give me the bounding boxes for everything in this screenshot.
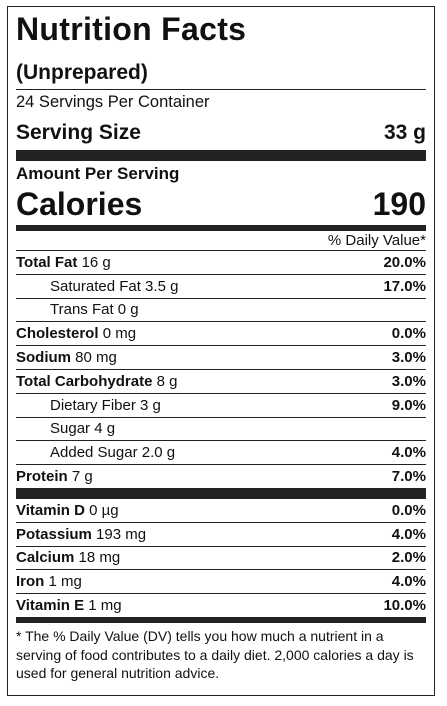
serving-size-label: Serving Size (16, 121, 141, 144)
calories-row: Calories 190 (16, 186, 426, 222)
nutrient-row: Protein 7 g 7.0% (16, 464, 426, 488)
vitamin-amount: 193 mg (96, 525, 147, 543)
vitamin-row: Iron 1 mg 4.0% (16, 569, 426, 593)
vitamin-dv: 0.0% (391, 501, 426, 519)
nutrient-name: Saturated Fat 3.5 g (50, 277, 179, 295)
nutrient-amount: 7 g (71, 468, 93, 486)
label-subtitle: (Unprepared) (16, 61, 148, 84)
nutrient-dv: 20.0% (383, 253, 426, 271)
nutrient-name: Total Fat (16, 253, 78, 271)
vitamin-name: Calcium (16, 549, 75, 567)
nutrient-amount: 8 g (156, 372, 178, 390)
nutrient-row: Cholesterol 0 mg 0.0% (16, 321, 426, 345)
vitamin-row: Vitamin D 0 µg 0.0% (16, 499, 426, 522)
vitamin-amount: 18 mg (78, 549, 121, 567)
nutrient-dv: 7.0% (391, 468, 426, 486)
nutrient-name: Cholesterol (16, 325, 99, 343)
vitamin-row: Potassium 193 mg 4.0% (16, 521, 426, 546)
vitamin-dv: 2.0% (391, 549, 426, 567)
vitamins-divider (16, 487, 426, 499)
servings-per-container: 24 Servings Per Container (16, 89, 426, 111)
nutrient-amount: 80 mg (75, 349, 117, 367)
vitamin-dv: 4.0% (391, 573, 426, 591)
nutrient-dv: 4.0% (391, 444, 426, 462)
nutrient-name: Total Carbohydrate (16, 372, 153, 390)
nutrient-row: Trans Fat 0 g (16, 297, 426, 322)
nutrient-name: Trans Fat 0 g (50, 301, 139, 319)
nutrient-name: Sodium (16, 349, 71, 367)
nutrient-amount: 16 g (81, 253, 111, 271)
nutrient-row: Dietary Fiber 3 g 9.0% (16, 392, 426, 417)
nutrient-name: Protein (16, 468, 68, 486)
thick-divider (16, 150, 426, 161)
nutrient-row: Sugar 4 g (16, 416, 426, 441)
vitamin-amount: 0 µg (89, 501, 119, 519)
vitamin-dv: 4.0% (391, 525, 426, 543)
calories-label: Calories (16, 186, 143, 222)
medium-divider (16, 225, 426, 231)
vitamin-dv: 10.0% (383, 597, 426, 615)
nutrient-dv: 0.0% (391, 325, 426, 343)
nutrient-row: Sodium 80 mg 3.0% (16, 345, 426, 369)
vitamin-name: Vitamin E (16, 597, 85, 615)
vitamin-amount: 1 mg (88, 597, 122, 615)
vitamin-amount: 1 mg (48, 573, 82, 591)
nutrient-dv: 17.0% (383, 277, 426, 295)
nutrient-row: Added Sugar 2.0 g 4.0% (16, 440, 426, 464)
serving-size-row: Serving Size 33 g (16, 121, 426, 145)
vitamin-name: Potassium (16, 525, 92, 543)
nutrient-row: Total Carbohydrate 8 g 3.0% (16, 368, 426, 393)
amount-per-serving: Amount Per Serving (16, 164, 180, 183)
nutrient-row: Saturated Fat 3.5 g 17.0% (16, 273, 426, 298)
nutrient-dv: 3.0% (391, 349, 426, 367)
nutrient-name: Added Sugar 2.0 g (50, 444, 176, 462)
nutrient-name: Dietary Fiber 3 g (50, 396, 161, 414)
daily-value-footnote: * The % Daily Value (DV) tells you how m… (16, 616, 426, 683)
vitamin-name: Iron (16, 573, 45, 591)
nutrition-facts-label: Nutrition Facts (Unprepared) 24 Servings… (7, 6, 435, 696)
serving-size-value: 33 g (383, 121, 426, 144)
nutrient-row: Total Fat 16 g 20.0% (16, 250, 426, 274)
nutrient-dv: 9.0% (391, 396, 426, 414)
nutrient-name: Sugar 4 g (50, 420, 116, 438)
label-title: Nutrition Facts (16, 11, 247, 47)
vitamin-row: Vitamin E 1 mg 10.0% (16, 593, 426, 617)
vitamin-row: Calcium 18 mg 2.0% (16, 545, 426, 570)
nutrient-dv: 3.0% (391, 372, 426, 390)
nutrient-amount: 0 mg (102, 325, 137, 343)
calories-value: 190 (372, 186, 426, 222)
vitamin-name: Vitamin D (16, 501, 85, 519)
daily-value-header: % Daily Value* (327, 232, 426, 249)
